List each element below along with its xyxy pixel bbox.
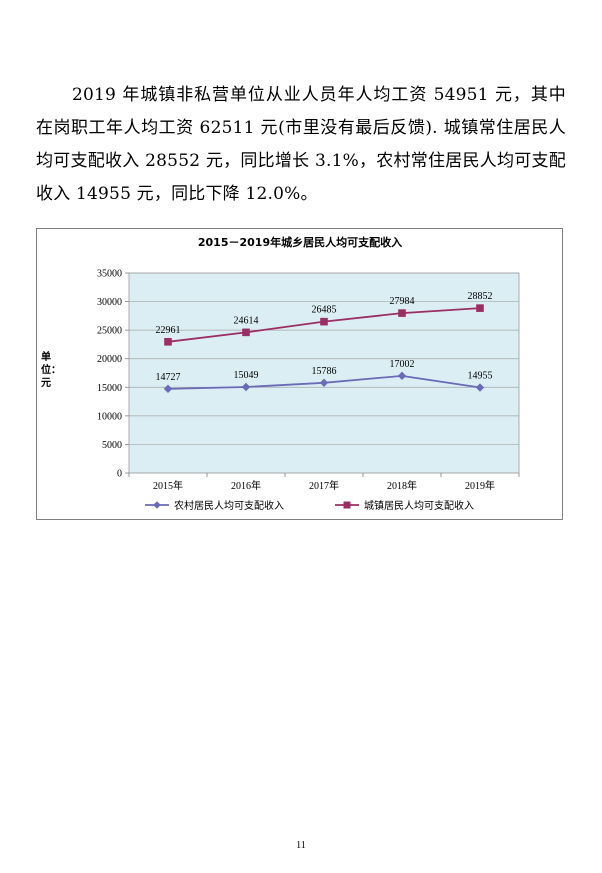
legend-entry: 农村居民人均可支配收入: [174, 499, 284, 512]
y-tick-label: 15000: [97, 383, 122, 394]
data-label: 26485: [312, 305, 337, 316]
chart-svg: 2015－2019年城乡居民人均可支配收入 0 5000 10000 15000 200…: [97, 235, 520, 512]
y-tick-label: 10000: [97, 411, 122, 422]
x-tick-label: 2016年: [231, 479, 261, 492]
y-tick-label: 35000: [97, 269, 122, 280]
data-label: 15049: [234, 370, 259, 381]
data-label: 22961: [156, 325, 181, 336]
data-point: [475, 383, 485, 392]
body-paragraph: 2019 年城镇非私营单位从业人员年人均工资 54951 元，其中在岗职工年人均…: [36, 85, 566, 204]
x-tick-label: 2015年: [153, 479, 183, 492]
x-tick-label: 2019年: [465, 479, 495, 492]
data-label: 27984: [390, 296, 415, 307]
y-tick-label: 5000: [102, 440, 122, 451]
data-label: 24614: [234, 315, 259, 326]
data-point: [242, 328, 250, 337]
y-tick-label: 25000: [97, 326, 122, 337]
y-axis-unit-label: 单位：元: [41, 352, 61, 389]
data-label: 14955: [468, 371, 493, 382]
data-label: 14727: [156, 372, 181, 383]
y-tick-label: 30000: [97, 297, 122, 308]
data-label: 15786: [312, 366, 337, 377]
data-point: [397, 371, 407, 381]
data-point: [164, 337, 172, 346]
data-point: [241, 382, 251, 392]
page-number: 11: [296, 840, 306, 851]
chart-title: 2015－2019年城乡居民人均可支配收入: [198, 235, 402, 249]
x-tick-label: 2017年: [309, 479, 339, 492]
data-point: [319, 378, 329, 387]
y-tick-label: 20000: [97, 354, 122, 365]
data-point: [476, 304, 484, 312]
legend-marker: [343, 501, 351, 509]
plot-area: [128, 272, 520, 474]
legend-entry: 城镇居民人均可支配收入: [364, 499, 474, 512]
data-point: [398, 309, 406, 317]
data-label: 28852: [468, 291, 493, 302]
data-point: [320, 317, 328, 326]
legend-marker: [153, 501, 161, 509]
income-chart: 2015－2019年城乡居民人均可支配收入 0 5000 10000 15000 200…: [36, 228, 563, 520]
x-tick-label: 2018年: [387, 479, 417, 492]
data-label: 17002: [390, 359, 415, 370]
y-tick-label: 0: [117, 469, 122, 480]
data-point: [163, 384, 173, 394]
